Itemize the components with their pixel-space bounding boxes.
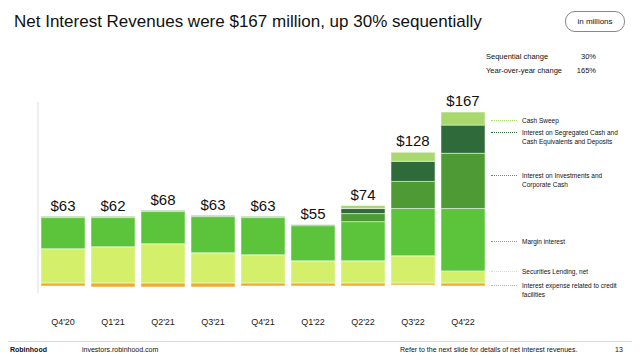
html-text:Robinhood: Robinhood [10, 346, 47, 353]
html-text:Year-over-year change: Year-over-year change [486, 66, 562, 75]
svg-text:Q4'21: Q4'21 [251, 317, 275, 327]
svg-text:Q1'21: Q1'21 [101, 317, 125, 327]
svg-text:Q1'22: Q1'22 [301, 317, 325, 327]
svg-text:Q4'20: Q4'20 [51, 317, 75, 327]
svg-text:$62: $62 [100, 197, 125, 214]
html-text:investors.robinhood.com: investors.robinhood.com [82, 346, 159, 353]
svg-text:Q3'22: Q3'22 [401, 317, 425, 327]
html-text:Refer to the next slide for de: Refer to the next slide for details of n… [400, 346, 578, 353]
html-text:in millions: in millions [577, 17, 613, 26]
svg-text:Q4'22: Q4'22 [451, 317, 475, 327]
svg-text:$68: $68 [150, 191, 175, 208]
html-text:165%: 165% [576, 66, 596, 75]
svg-text:$74: $74 [350, 186, 375, 203]
html-text:Sequential change: Sequential change [486, 52, 549, 61]
html-text:Interest on Segregated Cash an: Interest on Segregated Cash and Cash Equ… [522, 129, 618, 145]
html-text:Interest on Investments and Co: Interest on Investments and Corporate Ca… [522, 172, 603, 188]
html-text:Net Interest Revenues were $16: Net Interest Revenues were $167 million,… [14, 12, 482, 31]
html-text:Cash Sweep: Cash Sweep [522, 117, 559, 124]
svg-text:$55: $55 [300, 205, 325, 222]
html-text:Interest expense related to cr: Interest expense related to credit facil… [522, 282, 617, 298]
svg-text:Q3'21: Q3'21 [201, 317, 225, 327]
svg-text:$167: $167 [446, 92, 479, 109]
svg-text:$63: $63 [250, 197, 275, 214]
html-text:Securities Lending, net: Securities Lending, net [522, 268, 589, 275]
html-text:Margin interest: Margin interest [522, 238, 565, 245]
svg-text:Q2'22: Q2'22 [351, 317, 375, 327]
svg-text:$128: $128 [396, 132, 429, 149]
html-text:13: 13 [615, 346, 623, 353]
svg-text:Q2'21: Q2'21 [151, 317, 175, 327]
svg-text:$63: $63 [50, 197, 75, 214]
html-text:30%: 30% [581, 52, 596, 61]
svg-text:$63: $63 [200, 196, 225, 213]
